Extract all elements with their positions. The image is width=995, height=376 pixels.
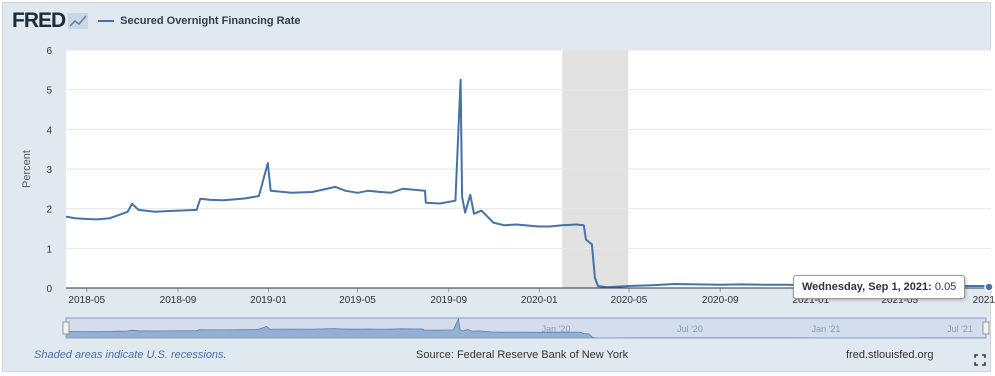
navigator-label: Jan '21	[812, 324, 841, 334]
y-tick-label: 6	[46, 46, 52, 57]
y-axis-ticks: 0 1 2 3 4 5 6	[46, 46, 52, 295]
navigator-selection[interactable]	[65, 317, 987, 339]
x-tick-label: 2019-09	[430, 295, 467, 306]
y-tick-label: 4	[46, 125, 52, 136]
recession-note: Shaded areas indicate U.S. recessions.	[34, 349, 227, 361]
series-layer	[65, 78, 991, 289]
y-axis-label: Percent	[21, 150, 33, 188]
series-title[interactable]: Secured Overnight Financing Rate	[120, 15, 301, 27]
source-text: Source: Federal Reserve Bank of New York	[416, 349, 629, 361]
x-tick-label: 2018-09	[160, 295, 197, 306]
y-tick-label: 3	[46, 165, 52, 176]
hover-marker	[984, 282, 994, 292]
x-tick-label: 2021-01	[792, 295, 829, 306]
navigator[interactable]: Jan '20 Jul '20 Jan '21 Jul '21	[62, 317, 990, 339]
grid-layer	[66, 49, 991, 249]
series-line-0[interactable]	[65, 78, 991, 289]
tooltip-date: Wednesday, Sep 1, 2021:	[802, 281, 932, 293]
x-axis-ticks: 2018-05 2018-09 2019-01 2019-05 2019-09 2020-…	[68, 288, 995, 306]
tooltip-value: 0.05	[934, 281, 957, 293]
x-tick-label: 2019-05	[339, 295, 376, 306]
y-tick-label: 2	[46, 205, 52, 216]
navigator-label: Jul '20	[677, 324, 703, 334]
data-tooltip: Wednesday, Sep 1, 2021: 0.05	[793, 275, 966, 299]
chart-header: FRED Secured Overnight Financing Rate	[12, 8, 301, 34]
x-tick-label: 2020-01	[521, 295, 558, 306]
navigator-right-handle[interactable]	[982, 321, 990, 335]
series-legend-swatch	[98, 20, 115, 22]
x-tick-label: 2020-05	[611, 295, 648, 306]
x-tick-label: 2021-05	[881, 295, 918, 306]
x-tick-label: 2018-05	[68, 295, 105, 306]
navigator-left-handle[interactable]	[62, 321, 70, 335]
y-tick-label: 5	[46, 86, 52, 97]
navigator-label: Jul '21	[947, 324, 973, 334]
fred-logo-graph-icon	[68, 13, 89, 29]
y-tick-label: 1	[46, 244, 52, 255]
fred-logo[interactable]: FRED	[12, 9, 66, 32]
navigator-labels: Jan '20 Jul '20 Jan '21 Jul '21	[542, 324, 973, 334]
x-tick-label: 2020-09	[702, 295, 739, 306]
fullscreen-icon[interactable]	[974, 354, 986, 366]
y-tick-label: 0	[46, 284, 52, 295]
x-tick-label: 2021-09	[973, 295, 995, 306]
fred-url-link[interactable]: fred.stlouisfed.org	[846, 349, 934, 361]
x-tick-label: 2019-01	[250, 295, 287, 306]
navigator-label: Jan '20	[542, 324, 571, 334]
